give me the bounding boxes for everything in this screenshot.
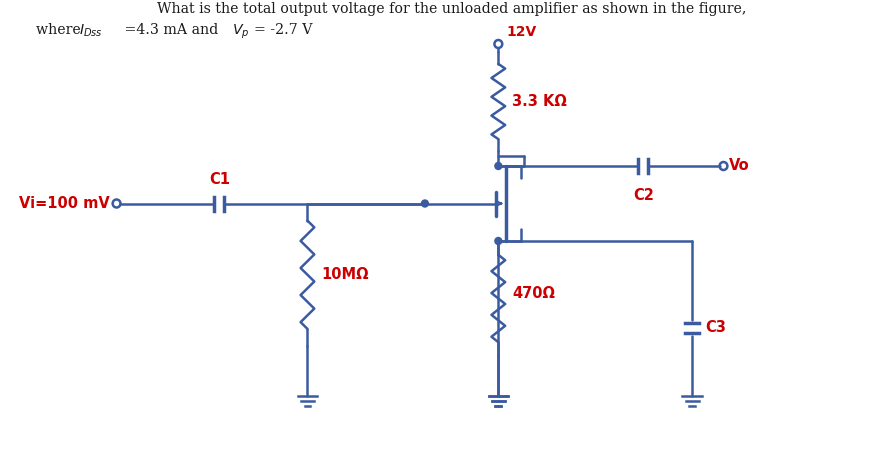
Text: where: where <box>36 23 86 37</box>
Text: $I_{Dss}$: $I_{Dss}$ <box>80 23 104 40</box>
Text: 10MΩ: 10MΩ <box>321 267 369 282</box>
Text: $V_p$: $V_p$ <box>232 23 250 41</box>
Text: C2: C2 <box>633 188 654 203</box>
Text: 3.3 KΩ: 3.3 KΩ <box>512 94 566 109</box>
Text: Vo: Vo <box>729 159 750 173</box>
Circle shape <box>495 238 502 245</box>
Text: = -2.7 V: = -2.7 V <box>254 23 312 37</box>
Text: =4.3 mA and: =4.3 mA and <box>119 23 222 37</box>
Circle shape <box>495 162 502 169</box>
Text: 470Ω: 470Ω <box>512 286 555 301</box>
Text: C3: C3 <box>704 320 726 336</box>
Text: Vi=100 mV: Vi=100 mV <box>19 196 110 211</box>
Text: C1: C1 <box>209 171 230 187</box>
Text: 12V: 12V <box>506 25 536 39</box>
Text: What is the total output voltage for the unloaded amplifier as shown in the figu: What is the total output voltage for the… <box>157 2 746 16</box>
Circle shape <box>421 200 428 207</box>
